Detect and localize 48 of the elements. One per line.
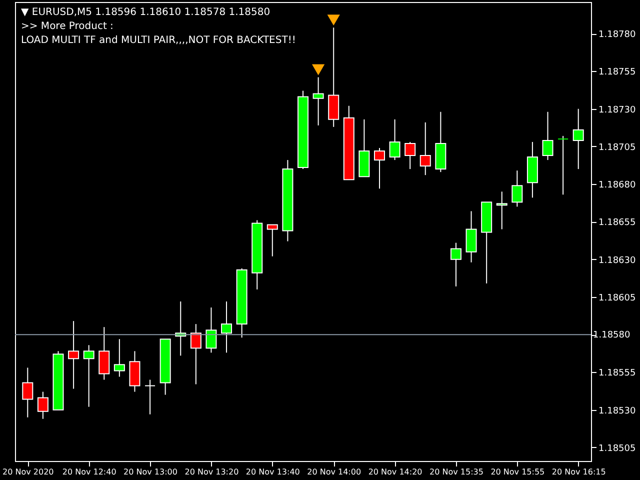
candlestick xyxy=(144,379,156,415)
candlestick xyxy=(22,367,34,418)
candlestick xyxy=(83,344,94,408)
x-tick-label: 20 Nov 2020 xyxy=(2,468,54,476)
y-tick-label: 1.18655 xyxy=(598,218,636,228)
candlestick xyxy=(542,111,554,161)
candlestick xyxy=(312,76,324,126)
candlestick xyxy=(221,300,232,354)
x-tick-label: 20 Nov 12:40 xyxy=(62,468,116,476)
candlestick xyxy=(420,122,431,176)
candlestick xyxy=(450,242,462,287)
candlestick xyxy=(98,326,110,380)
candlestick xyxy=(374,147,385,190)
candlestick xyxy=(558,135,569,196)
y-tick-label: 1.18780 xyxy=(598,30,636,40)
candlestick xyxy=(266,224,278,257)
y-tick-label: 1.18705 xyxy=(598,142,636,153)
x-tick-label: 20 Nov 15:35 xyxy=(430,468,484,476)
candlestick xyxy=(572,108,584,170)
candlestick xyxy=(512,170,523,208)
candlestick xyxy=(68,320,80,390)
annotation: >> More Product : xyxy=(21,21,114,32)
y-tick-label: 1.18530 xyxy=(598,406,636,416)
candlestick xyxy=(114,338,125,378)
x-tick-label: 20 Nov 14:00 xyxy=(307,468,362,476)
candlestick xyxy=(404,141,416,170)
y-tick-label: 1.18680 xyxy=(598,180,636,191)
y-tick-label: 1.18555 xyxy=(598,368,636,379)
x-tick-label: 20 Nov 14:20 xyxy=(368,468,422,476)
candlestick xyxy=(496,191,508,230)
x-tick-label: 20 Nov 13:40 xyxy=(246,468,300,476)
x-tick-label: 20 Nov 15:55 xyxy=(490,468,545,476)
y-tick-label: 1.18630 xyxy=(598,256,636,266)
ref-line-label: 1.18580 xyxy=(593,330,630,341)
y-tick-label: 1.18605 xyxy=(598,293,636,304)
candlestick xyxy=(206,307,217,354)
x-tick-label: 20 Nov 13:20 xyxy=(184,468,239,476)
y-tick-label: 1.18755 xyxy=(598,68,636,78)
annotation: LOAD MULTI TF and MULTI PAIR,,,,NOT FOR BACKTEST!! xyxy=(21,35,296,46)
y-tick-label: 1.18505 xyxy=(598,444,636,454)
candlestick xyxy=(190,324,202,385)
y-tick-label: 1.18730 xyxy=(598,105,636,116)
candlestick xyxy=(37,391,48,420)
candlestick xyxy=(466,210,477,263)
x-tick-label: 20 Nov 13:00 xyxy=(124,468,178,476)
candlestick xyxy=(389,118,400,161)
annotation: ▼ EURUSD,M5 1.18596 1.18610 1.18578 1.18580 xyxy=(21,7,270,18)
x-tick-label: 20 Nov 16:15 xyxy=(552,468,606,476)
